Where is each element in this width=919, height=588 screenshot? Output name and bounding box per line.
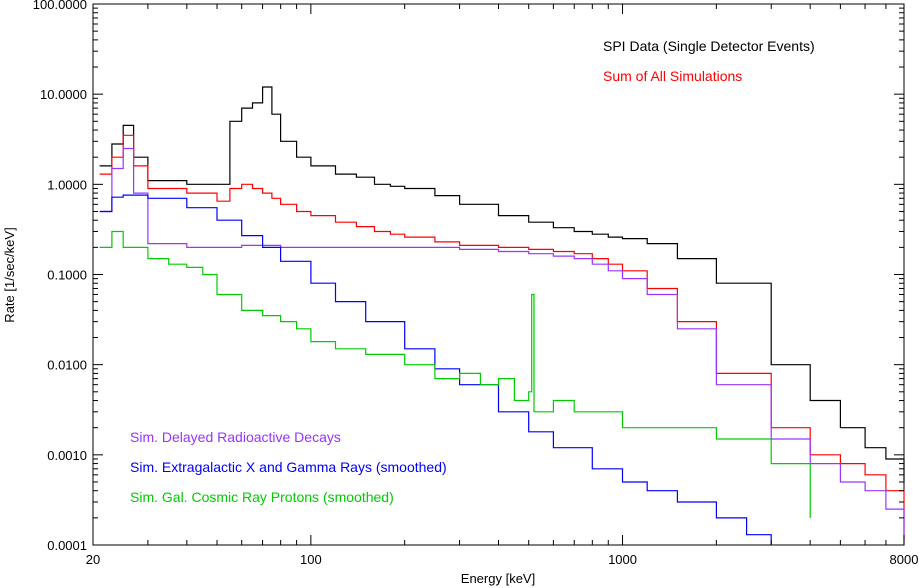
series-line-3 <box>99 147 905 545</box>
y-tick-label: 0.0010 <box>47 448 87 463</box>
series-line-5 <box>99 230 811 518</box>
y-tick-label: 0.1000 <box>47 268 87 283</box>
x-tick-label: 100 <box>300 552 322 567</box>
legend-top-spi-data: SPI Data (Single Detector Events) <box>603 38 815 54</box>
series-line-4 <box>99 194 772 545</box>
legend-bottom-cosmic-ray-protons: Sim. Gal. Cosmic Ray Protons (smoothed) <box>130 489 394 505</box>
x-tick-label: 8000 <box>890 552 919 567</box>
legend-top-sum-simulations: Sum of All Simulations <box>603 68 742 84</box>
y-tick-label: 100.0000 <box>33 0 87 12</box>
y-tick-label: 10.0000 <box>40 87 87 102</box>
x-tick-label: 1000 <box>608 552 637 567</box>
legend-bottom-delayed-decays: Sim. Delayed Radioactive Decays <box>130 429 341 445</box>
series-line-2 <box>99 134 905 538</box>
x-axis-title: Energy [keV] <box>461 571 535 586</box>
y-tick-label: 0.0001 <box>47 538 87 553</box>
series-line-1 <box>99 86 905 482</box>
series-layer <box>99 86 905 545</box>
tick-layer: 0.0001 0.0010 0.0100 0.1000 1.0000 10.0000 100… <box>33 0 919 567</box>
x-tick-label: 20 <box>86 552 100 567</box>
y-tick-label: 1.0000 <box>47 177 87 192</box>
y-tick-label: 0.0100 <box>47 358 87 373</box>
legend-bottom-extragalactic: Sim. Extragalactic X and Gamma Rays (smo… <box>130 459 447 475</box>
y-axis-title: Rate [1/sec/keV] <box>2 227 17 322</box>
